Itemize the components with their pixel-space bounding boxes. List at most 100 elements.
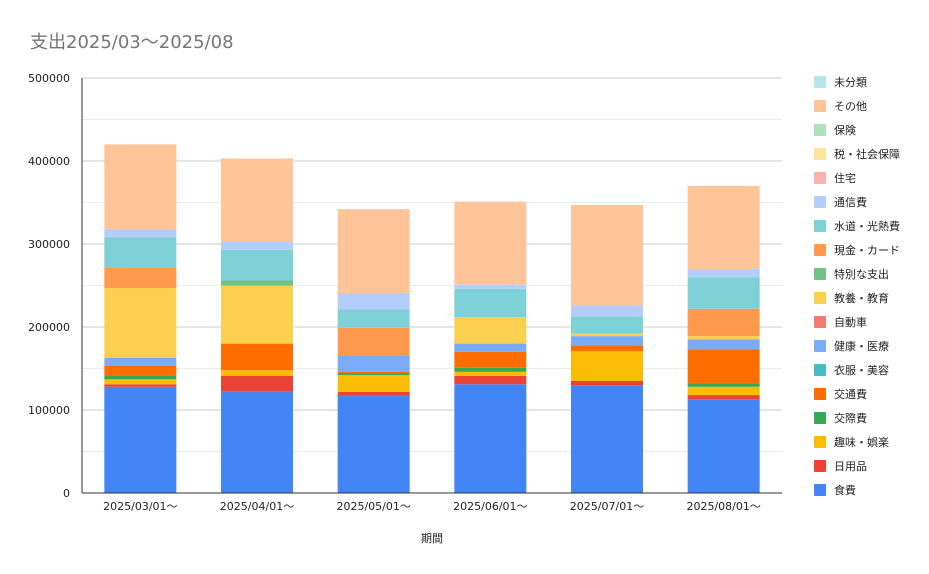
legend: 未分類その他保険税・社会保障住宅通信費水道・光熱費 現金・カード 特別な支出 教養・教… [814, 70, 900, 502]
legend-item[interactable]: 教養・教育 [814, 286, 900, 310]
bar-segment[interactable] [337, 309, 410, 328]
y-tick-label: 0 [63, 487, 70, 500]
bar-segment[interactable] [687, 339, 760, 350]
bar-segment[interactable] [571, 351, 643, 381]
bar-segment[interactable] [687, 383, 760, 387]
bar-segment[interactable] [104, 384, 177, 387]
x-axis-title: 期間 [421, 532, 443, 545]
bar-segment[interactable] [454, 375, 527, 385]
bar-segment[interactable] [687, 185, 760, 269]
legend-item[interactable]: 住宅 [814, 166, 900, 190]
legend-item[interactable]: 交通費 [814, 382, 900, 406]
bar-segment[interactable] [337, 292, 410, 310]
bar-segment[interactable] [454, 317, 527, 344]
bar-segment[interactable] [221, 370, 293, 376]
bar-segment[interactable] [454, 343, 527, 352]
bar-segment[interactable] [104, 379, 177, 385]
bar-segment[interactable] [687, 399, 760, 493]
legend-item[interactable]: 自動車 [814, 310, 900, 334]
bar-segment[interactable] [221, 249, 293, 281]
legend-item[interactable]: 水道・光熱費 [814, 214, 900, 238]
bar-segment[interactable] [571, 305, 643, 317]
bar-segment[interactable] [104, 267, 177, 288]
legend-swatch [814, 340, 826, 352]
bar-segment[interactable] [337, 391, 410, 396]
bar-segment[interactable] [454, 367, 527, 372]
bar-segment[interactable] [687, 349, 760, 384]
bar-segment[interactable] [104, 366, 177, 376]
bar-segment[interactable] [337, 355, 410, 372]
bar-segment[interactable] [221, 343, 293, 371]
legend-label: 衣服・美容 [834, 364, 889, 377]
legend-item[interactable]: 現金・カード [814, 238, 900, 262]
legend-item[interactable]: 日用品 [814, 454, 900, 478]
bar-segment[interactable] [221, 391, 293, 493]
legend-label: 通信費 [834, 196, 867, 209]
bar-segment[interactable] [221, 241, 293, 250]
legend-item[interactable]: 食費 [814, 478, 900, 502]
y-tick-label: 500000 [28, 72, 70, 85]
bar-segment[interactable] [454, 288, 527, 318]
bar-segment[interactable] [104, 357, 177, 367]
bar-segment[interactable] [337, 371, 410, 374]
legend-item[interactable]: 通信費 [814, 190, 900, 214]
legend-item[interactable]: 税・社会保障 [814, 142, 900, 166]
legend-item[interactable]: 未分類 [814, 70, 900, 94]
x-tick-label: 2025/04/01～ [220, 500, 294, 513]
legend-item[interactable]: 交際費 [814, 406, 900, 430]
bar-segment[interactable] [337, 209, 410, 293]
legend-label: 住宅 [834, 172, 856, 185]
bar-segment[interactable] [337, 327, 410, 356]
bar-segment[interactable] [454, 384, 527, 493]
bar-segment[interactable] [571, 380, 643, 386]
bar-segment[interactable] [571, 333, 643, 337]
bar-segment[interactable] [221, 158, 293, 242]
x-tick-label: 2025/05/01～ [336, 500, 410, 513]
legend-swatch [814, 364, 826, 376]
legend-swatch [814, 316, 826, 328]
legend-swatch [814, 196, 826, 208]
bar-stacks [104, 144, 760, 493]
legend-item[interactable]: 特別な支出 [814, 262, 900, 286]
bar-segment[interactable] [221, 285, 293, 344]
legend-item[interactable]: 健康・医療 [814, 334, 900, 358]
bar-segment[interactable] [454, 201, 527, 285]
bar-segment[interactable] [687, 308, 760, 337]
bar-segment[interactable] [221, 280, 293, 286]
bar-segment[interactable] [571, 336, 643, 346]
legend-label: 保険 [834, 124, 856, 137]
legend-item[interactable]: その他 [814, 94, 900, 118]
legend-item[interactable]: 衣服・美容 [814, 358, 900, 382]
bar-segment[interactable] [687, 268, 760, 278]
bar-segment[interactable] [687, 277, 760, 309]
bar-segment[interactable] [687, 395, 760, 400]
bar-segment[interactable] [687, 386, 760, 396]
legend-item[interactable]: 趣味・娯楽 [814, 430, 900, 454]
bar-segment[interactable] [221, 375, 293, 392]
x-tick-label: 2025/03/01～ [103, 500, 177, 513]
bar-segment[interactable] [104, 237, 177, 268]
bar-segment[interactable] [337, 375, 410, 392]
bar-segment[interactable] [104, 386, 177, 493]
bar-segment[interactable] [454, 284, 527, 289]
legend-label: 健康・医療 [834, 340, 889, 353]
bar-segment[interactable] [104, 375, 177, 380]
chart-title: 支出2025/03～2025/08 [30, 32, 234, 53]
bar-segment[interactable] [337, 395, 410, 493]
bar-segment[interactable] [337, 373, 410, 376]
bar-segment[interactable] [687, 336, 760, 340]
bar-segment[interactable] [571, 345, 643, 352]
bar-segment[interactable] [104, 144, 177, 230]
legend-item[interactable]: 保険 [814, 118, 900, 142]
legend-label: その他 [834, 100, 867, 113]
bar-segment[interactable] [571, 316, 643, 334]
bar-segment[interactable] [571, 204, 643, 306]
bar-segment[interactable] [104, 287, 177, 358]
x-tick-label: 2025/07/01～ [570, 500, 644, 513]
bar-segment[interactable] [454, 371, 527, 376]
bar-segment[interactable] [454, 351, 527, 368]
bar-segment[interactable] [104, 229, 177, 238]
legend-label: 食費 [834, 484, 856, 497]
bar-segment[interactable] [571, 385, 643, 493]
legend-label: 日用品 [834, 460, 867, 473]
